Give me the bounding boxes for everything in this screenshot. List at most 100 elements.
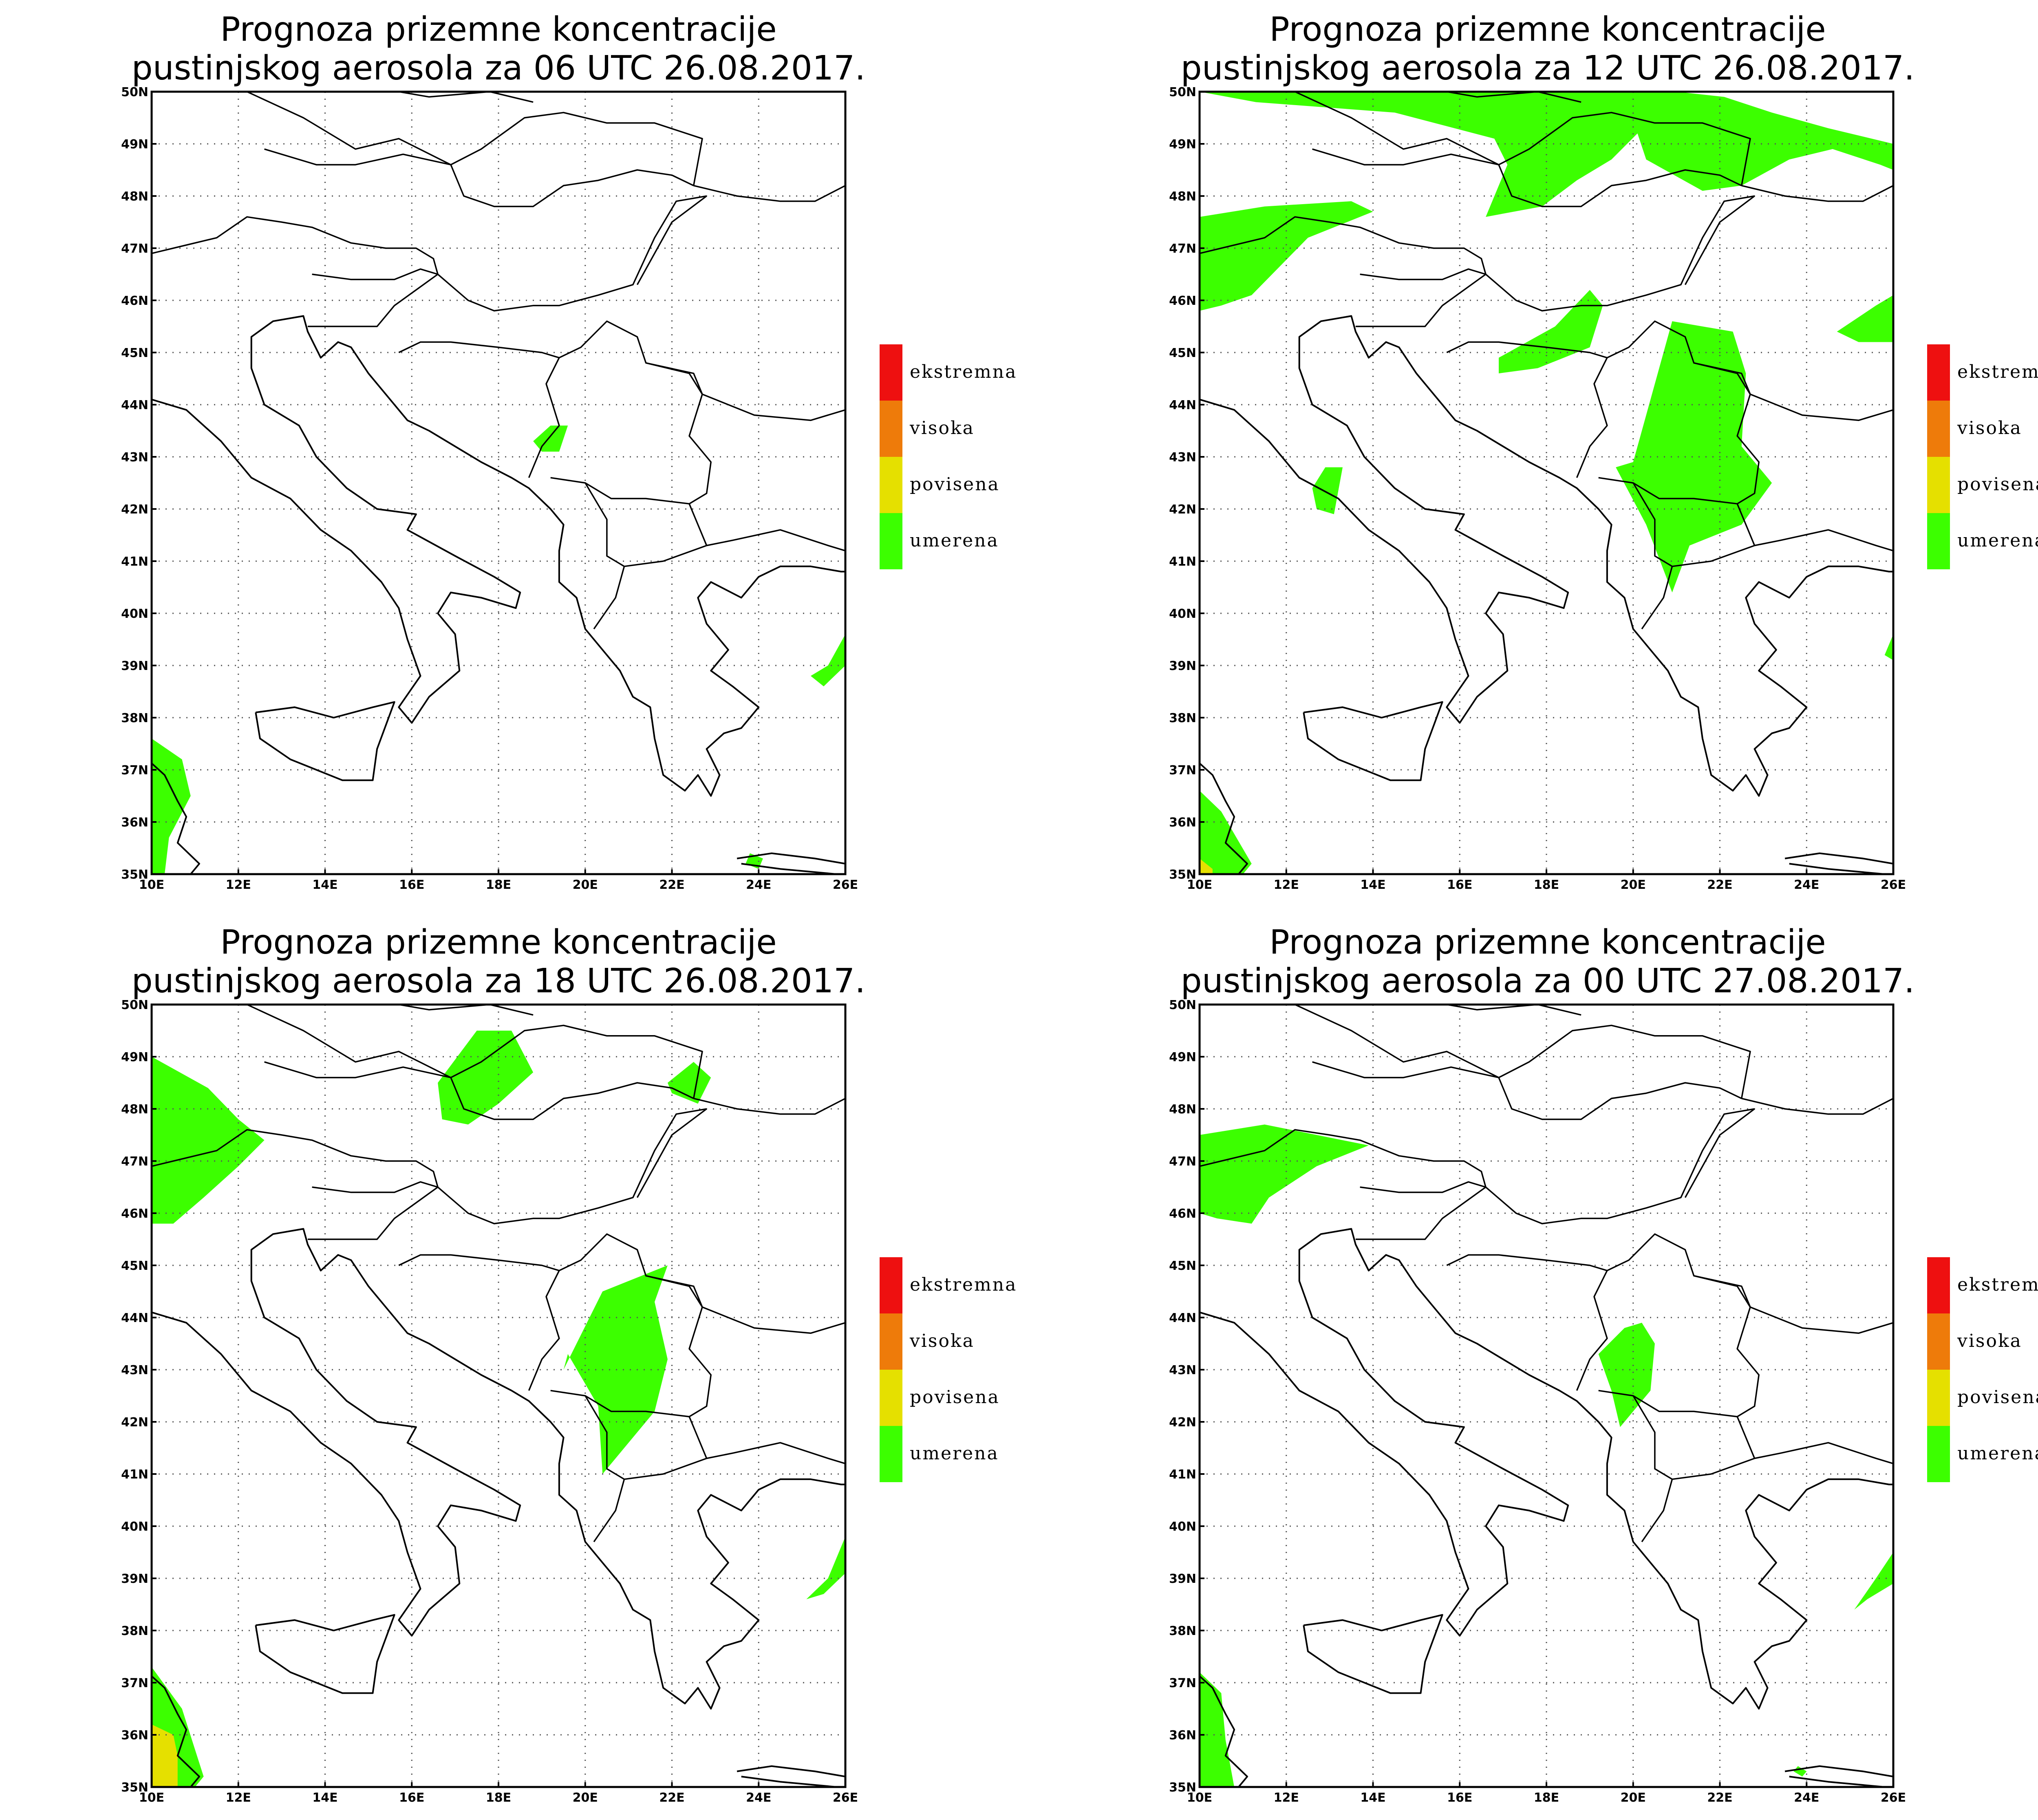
aerosol-region-umerena [438, 1031, 534, 1125]
lat-tick-label: 41N [1169, 555, 1196, 569]
legend-label-visoka: visoka [909, 418, 975, 438]
country-border [646, 362, 703, 395]
forecast-panel: Prognoza prizemne koncentracijepustinjsk… [1169, 923, 2038, 1805]
coastline [152, 1675, 200, 1787]
lat-tick-label: 48N [1169, 189, 1196, 204]
lat-tick-label: 44N [121, 398, 148, 412]
lon-tick-label: 20E [1621, 1791, 1646, 1805]
legend-label-umerena: umerena [1957, 1443, 2038, 1464]
lat-tick-label: 49N [1169, 137, 1196, 152]
lat-tick-label: 40N [121, 1520, 148, 1534]
country-border [1672, 529, 1893, 567]
country-border [398, 341, 560, 478]
lon-tick-label: 24E [746, 878, 771, 892]
lat-tick-label: 42N [1169, 1415, 1196, 1430]
lon-tick-label: 16E [1447, 878, 1472, 892]
lat-tick-label: 35N [1169, 1780, 1196, 1795]
country-border [1200, 216, 1487, 275]
coastline [255, 701, 395, 781]
lat-tick-label: 41N [121, 555, 148, 569]
lat-tick-label: 43N [121, 1363, 148, 1377]
legend-label-povisena: povisena [910, 474, 1000, 495]
aerosol-region-umerena [1884, 634, 1893, 661]
legend-label-ekstremna: ekstremna [1957, 1274, 2038, 1295]
coastline [737, 852, 845, 865]
coastline [1303, 701, 1443, 781]
lat-tick-label: 46N [1169, 1207, 1196, 1221]
lon-tick-label: 26E [833, 1791, 858, 1805]
country-border [1312, 148, 1742, 207]
lat-tick-label: 47N [1169, 1155, 1196, 1169]
legend-swatch-povisena [1927, 1370, 1950, 1426]
lat-tick-label: 38N [121, 711, 148, 725]
lon-tick-label: 20E [1621, 878, 1646, 892]
panel-title-line1: Prognoza prizemne koncentracije [220, 10, 776, 49]
country-border [399, 92, 534, 103]
country-border [1750, 1306, 1893, 1334]
country-border [550, 320, 712, 505]
country-border [1694, 362, 1751, 395]
lat-tick-label: 37N [121, 763, 148, 778]
country-border [584, 1395, 625, 1542]
legend-label-povisena: povisena [1957, 474, 2038, 495]
lon-tick-label: 20E [573, 878, 598, 892]
lat-tick-label: 49N [121, 1050, 148, 1064]
lat-tick-label: 48N [1169, 1102, 1196, 1117]
country-border [702, 393, 845, 421]
country-border [1447, 1005, 1581, 1016]
country-border [308, 1186, 439, 1240]
lon-tick-label: 18E [1534, 1791, 1559, 1805]
country-border [312, 195, 707, 312]
country-border [398, 1254, 560, 1391]
lat-tick-label: 42N [121, 1415, 148, 1430]
lat-tick-label: 38N [121, 1624, 148, 1638]
country-border [1446, 341, 1608, 478]
lon-tick-label: 24E [1794, 1791, 1819, 1805]
lon-tick-label: 18E [486, 1791, 511, 1805]
legend-label-visoka: visoka [909, 1331, 975, 1351]
lon-tick-label: 26E [1881, 1791, 1906, 1805]
lat-tick-label: 35N [121, 868, 148, 882]
lat-tick-label: 36N [121, 815, 148, 830]
lon-tick-label: 24E [746, 1791, 771, 1805]
country-border [399, 1005, 534, 1016]
country-border [1632, 483, 1673, 630]
country-border [1312, 1061, 1742, 1120]
lat-tick-label: 46N [121, 1207, 148, 1221]
coastline [152, 1228, 845, 1710]
country-border [1200, 1129, 1487, 1188]
country-border [688, 1416, 708, 1459]
country-border [1632, 1395, 1673, 1542]
lat-tick-label: 47N [121, 1155, 148, 1169]
lat-tick-label: 47N [1169, 242, 1196, 256]
lon-tick-label: 22E [1707, 1791, 1732, 1805]
lon-tick-label: 12E [1274, 878, 1299, 892]
legend-swatch-visoka [1927, 1313, 1950, 1370]
aerosol-region-umerena [810, 634, 845, 687]
lat-tick-label: 44N [1169, 398, 1196, 412]
aerosol-region-umerena [563, 1265, 668, 1474]
legend-swatch-umerena [880, 513, 902, 569]
lon-tick-label: 16E [399, 878, 424, 892]
panel-title-line1: Prognoza prizemne koncentracije [1269, 923, 1826, 962]
coastline [152, 762, 200, 874]
country-border [702, 1306, 845, 1334]
lat-tick-label: 43N [121, 450, 148, 465]
lat-tick-label: 43N [1169, 450, 1196, 465]
lon-tick-label: 12E [226, 878, 251, 892]
legend-swatch-umerena [880, 1426, 902, 1482]
legend-swatch-visoka [1927, 401, 1950, 457]
country-border [1598, 1233, 1760, 1417]
lat-tick-label: 35N [121, 1780, 148, 1795]
coastline [1200, 1228, 1893, 1710]
lat-tick-label: 44N [121, 1311, 148, 1325]
lon-tick-label: 10E [1187, 878, 1212, 892]
aerosol-region-umerena [1200, 791, 1252, 874]
legend-swatch-umerena [1927, 513, 1950, 569]
aerosol-region-umerena [533, 425, 568, 452]
country-border [1741, 1097, 1893, 1115]
country-border [584, 483, 625, 630]
panel-title-line1: Prognoza prizemne koncentracije [220, 923, 776, 962]
coastline [741, 863, 837, 874]
lat-tick-label: 50N [1169, 85, 1196, 99]
